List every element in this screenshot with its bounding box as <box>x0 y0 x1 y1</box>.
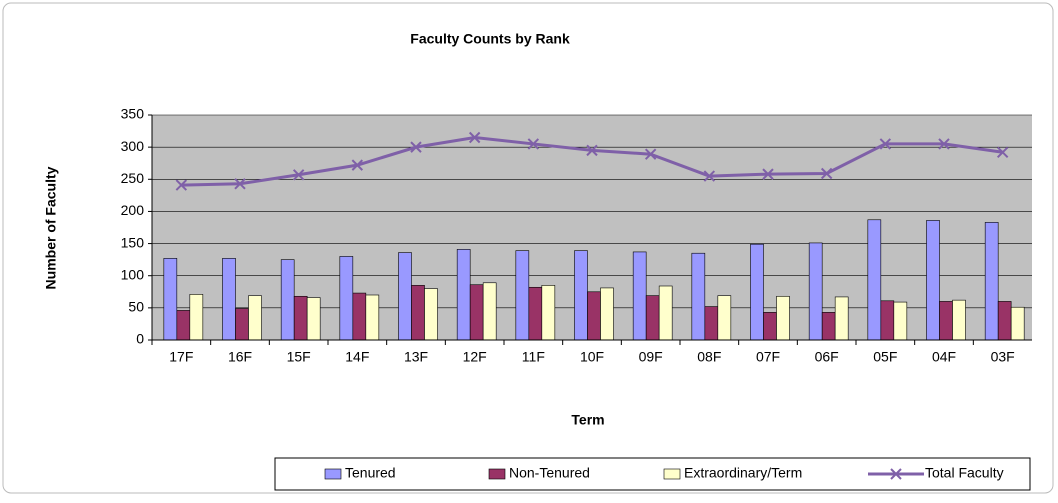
bar <box>926 220 940 341</box>
x-tick-label: 07F <box>756 349 780 365</box>
bar <box>691 252 706 341</box>
bar <box>880 300 895 341</box>
bar <box>717 295 732 341</box>
x-tick-label: 10F <box>580 349 604 365</box>
bar <box>398 252 412 341</box>
line-marker <box>410 141 422 153</box>
bar <box>411 285 425 341</box>
x-axis-label: Term <box>571 412 604 428</box>
line-marker <box>351 159 364 171</box>
line-marker <box>820 167 833 180</box>
line-marker <box>703 170 716 182</box>
bar <box>939 301 953 341</box>
line-marker <box>996 146 1009 158</box>
line-marker <box>586 144 598 157</box>
y-tick-label: 300 <box>121 138 145 154</box>
bar <box>658 285 673 341</box>
bar <box>587 291 601 341</box>
y-axis-label: Number of Faculty <box>43 166 59 289</box>
bar <box>235 308 249 341</box>
x-tick-label: 08F <box>697 349 721 365</box>
legend-label: Total Faculty <box>925 465 1004 481</box>
line-marker <box>644 148 657 160</box>
line-marker <box>234 178 246 190</box>
x-tick-label: 17F <box>169 349 193 365</box>
x-tick-label: 15F <box>287 349 311 365</box>
line-marker <box>879 138 892 150</box>
line-marker <box>938 138 950 150</box>
bar <box>834 296 849 341</box>
y-tick-label: 350 <box>121 106 145 122</box>
line-marker <box>292 169 305 181</box>
bar <box>574 250 588 341</box>
bar <box>867 219 882 341</box>
y-tick-label: 50 <box>128 299 144 315</box>
bar <box>176 310 191 341</box>
x-tick-label: 06F <box>815 349 839 365</box>
bar <box>600 287 614 341</box>
bar <box>352 292 367 341</box>
x-tick-label: 11F <box>522 349 545 365</box>
legend-label: Non-Tenured <box>509 465 590 481</box>
legend-swatch <box>324 468 342 480</box>
x-tick-label: 16F <box>228 349 252 365</box>
bar <box>163 258 178 341</box>
bar <box>280 259 295 341</box>
line-marker <box>527 138 540 150</box>
y-tick-label: 0 <box>136 331 144 347</box>
bar <box>456 249 471 341</box>
x-tick-label: 14F <box>345 349 369 365</box>
bar <box>997 301 1012 341</box>
bar <box>821 312 836 341</box>
bar <box>776 295 790 341</box>
legend-swatch <box>488 468 506 480</box>
bar <box>1010 306 1025 341</box>
bar <box>339 256 354 341</box>
bar <box>528 286 543 341</box>
bar <box>541 285 556 341</box>
legend-label: Tenured <box>345 465 396 481</box>
bar <box>515 250 530 341</box>
bar <box>645 295 660 341</box>
x-tick-label: 03F <box>991 349 1015 365</box>
bar <box>222 258 236 341</box>
bar <box>984 222 999 341</box>
line-marker <box>762 168 774 180</box>
bar <box>632 251 647 341</box>
bar <box>293 295 308 341</box>
x-tick-label: 04F <box>932 349 956 365</box>
line-marker <box>468 131 481 144</box>
bar <box>763 312 777 341</box>
bar <box>424 288 438 341</box>
line-marker <box>175 179 188 191</box>
bar <box>469 284 484 341</box>
bar <box>248 295 262 341</box>
bar <box>808 242 823 341</box>
y-tick-label: 250 <box>121 170 145 186</box>
bar <box>750 243 764 341</box>
bar <box>189 294 204 341</box>
bar <box>893 301 908 341</box>
bar <box>365 294 380 341</box>
x-tick-label: 09F <box>639 349 663 365</box>
bar <box>482 282 497 341</box>
chart-title: Faculty Counts by Rank <box>410 31 570 47</box>
x-tick-label: 12F <box>463 349 487 365</box>
x-tick-label: 13F <box>404 349 428 365</box>
y-tick-label: 100 <box>121 266 145 282</box>
bar <box>306 297 321 341</box>
bar <box>704 306 719 341</box>
y-tick-label: 200 <box>121 202 145 218</box>
legend-label: Extraordinary/Term <box>684 465 802 481</box>
legend-swatch <box>663 468 681 480</box>
y-tick-label: 150 <box>121 234 145 250</box>
x-tick-label: 05F <box>873 349 897 365</box>
bar <box>952 299 966 341</box>
legend-marker <box>890 468 902 480</box>
